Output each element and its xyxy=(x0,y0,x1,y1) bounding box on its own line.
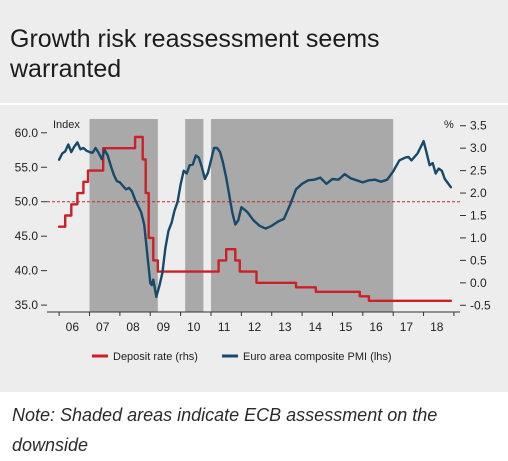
right-tick-label: 1.0 xyxy=(470,231,487,245)
x-tick-label-15: 15 xyxy=(339,320,353,334)
x-tick-label-06: 06 xyxy=(66,320,80,334)
right-tick-label: 1.5 xyxy=(470,209,487,223)
x-tick-label-13: 13 xyxy=(278,320,292,334)
left-tick-label: 40.0 xyxy=(15,264,39,278)
left-tick-label: 55.0 xyxy=(15,160,39,174)
x-tick-label-11: 11 xyxy=(218,320,231,334)
right-tick-label: 2.5 xyxy=(470,164,487,178)
right-tick-label: 0.0 xyxy=(470,276,487,290)
title-panel: Growth risk reassessment seems warranted xyxy=(0,0,508,103)
axes: Index % 06 07 08 09 10 11 12 13 14 15 16 17 18 60.0 55… xyxy=(15,119,491,334)
right-tick-label: 3.0 xyxy=(470,141,487,155)
note-panel xyxy=(0,392,508,461)
chart-note: Note: Shaded areas indicate ECB assessme… xyxy=(12,405,438,455)
x-tick-label-18: 18 xyxy=(430,320,444,334)
pmi-series-line xyxy=(57,139,453,298)
x-tick-label-17: 17 xyxy=(400,320,414,334)
right-tick-label: 2.0 xyxy=(470,186,487,200)
right-tick-label: 0.5 xyxy=(470,253,487,267)
shaded-period-3 xyxy=(210,119,394,312)
series-lines xyxy=(57,135,453,302)
chart-title: Growth risk reassessment seems warranted xyxy=(10,25,380,83)
x-tick-label-08: 08 xyxy=(126,320,140,334)
x-tick-label-09: 09 xyxy=(157,320,171,334)
left-axis-title: Index xyxy=(53,119,80,131)
x-tick-label-07: 07 xyxy=(96,320,110,334)
right-axis-title: % xyxy=(444,119,454,131)
right-tick-label: 3.5 xyxy=(470,119,487,133)
right-tick-label: -0.5 xyxy=(470,298,491,312)
x-tick-label-12: 12 xyxy=(248,320,262,334)
x-tick-label-14: 14 xyxy=(309,320,323,334)
legend: Deposit rate (rhs) Euro area composite PM… xyxy=(92,351,392,363)
x-tick-label-16: 16 xyxy=(369,320,383,334)
shaded-period-2 xyxy=(185,119,204,312)
deposit-rate-series-line xyxy=(57,135,453,302)
shaded-period-1 xyxy=(89,119,158,312)
left-tick-label: 50.0 xyxy=(15,195,39,209)
x-tick-label-10: 10 xyxy=(187,320,201,334)
left-tick-label: 45.0 xyxy=(15,229,39,243)
left-tick-label: 35.0 xyxy=(15,298,39,312)
left-tick-label: 60.0 xyxy=(15,126,39,140)
legend-deposit-rate-label: Deposit rate (rhs) xyxy=(113,351,198,363)
shaded-periods xyxy=(89,119,394,312)
legend-pmi-label: Euro area composite PMI (lhs) xyxy=(243,351,392,363)
